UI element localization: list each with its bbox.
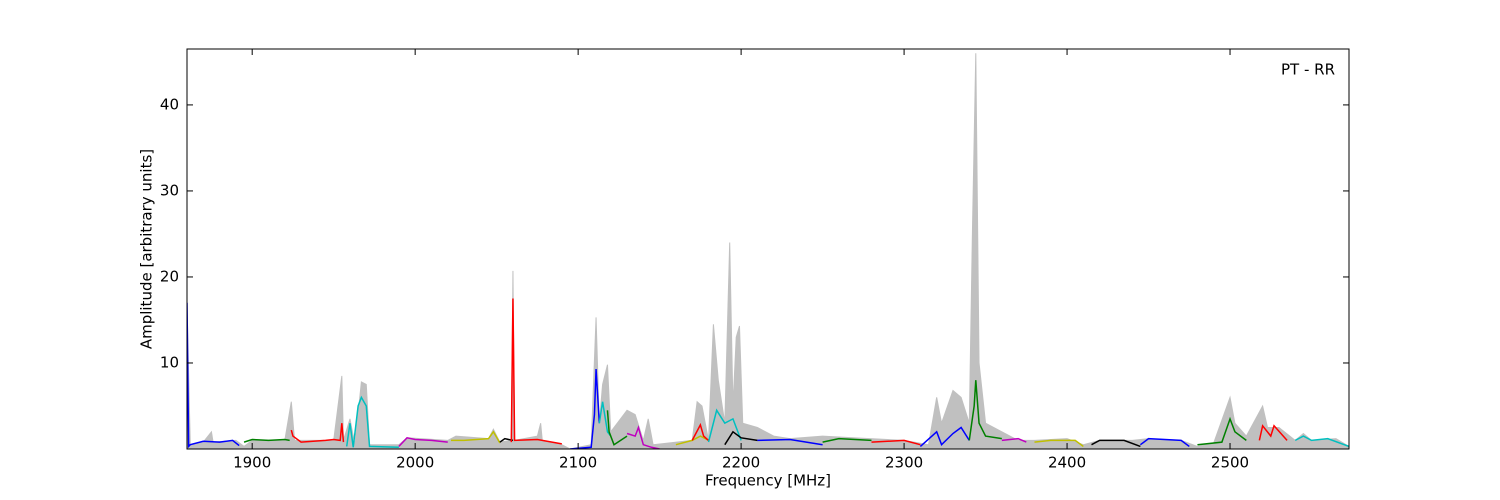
x-tick-label: 2500	[1211, 454, 1249, 472]
x-tick-label: 1900	[233, 454, 271, 472]
spectrum-line	[510, 298, 562, 445]
spectrum-line	[675, 435, 709, 446]
spectrum-line	[1139, 437, 1190, 448]
y-tick-label: 30	[160, 181, 179, 199]
spectrum-line	[707, 408, 742, 443]
spectrum-line	[290, 423, 345, 443]
spectrum-line	[757, 438, 823, 446]
spectrum-area	[187, 53, 1349, 449]
y-tick-label: 40	[160, 95, 179, 113]
x-tick-label: 2100	[559, 454, 597, 472]
spectrum-line	[1034, 439, 1084, 448]
spectrum-line	[626, 425, 660, 449]
spectrum-line	[1091, 439, 1141, 448]
spectrum-line	[919, 426, 970, 447]
spectrum-line	[822, 437, 872, 443]
spectrum-line	[606, 410, 628, 446]
spectrum-line	[871, 439, 921, 446]
spectrum-line	[243, 438, 290, 443]
spectrum-line	[187, 302, 240, 449]
spectrum-line	[598, 401, 612, 437]
spectrum-line	[569, 368, 601, 449]
annotation: PT - RR	[1281, 61, 1335, 79]
spectrum-line	[724, 430, 758, 446]
spectrum-line	[451, 430, 501, 444]
axes-frame	[186, 48, 1350, 450]
x-tick-label: 2400	[1048, 454, 1086, 472]
spectrum-line	[345, 395, 399, 449]
x-tick-label: 2300	[885, 454, 923, 472]
spectrum-line	[499, 437, 514, 443]
spectrum-line	[1197, 416, 1247, 446]
spectrum-line	[1258, 424, 1288, 441]
x-tick-label: 2200	[722, 454, 760, 472]
y-axis-label: Amplitude [arbitrary units]	[138, 149, 156, 349]
y-tick-label: 20	[160, 267, 179, 285]
x-axis-label: Frequency [MHz]	[705, 472, 831, 490]
spectrum-line	[1294, 435, 1349, 448]
plot-area	[187, 53, 1349, 449]
spectrum-line	[968, 380, 1002, 441]
spectrum-line	[691, 422, 710, 441]
spectrum-line	[1001, 437, 1027, 443]
y-tick-label: 10	[160, 353, 179, 371]
spectrum-line	[398, 436, 448, 447]
x-tick-label: 2000	[396, 454, 434, 472]
